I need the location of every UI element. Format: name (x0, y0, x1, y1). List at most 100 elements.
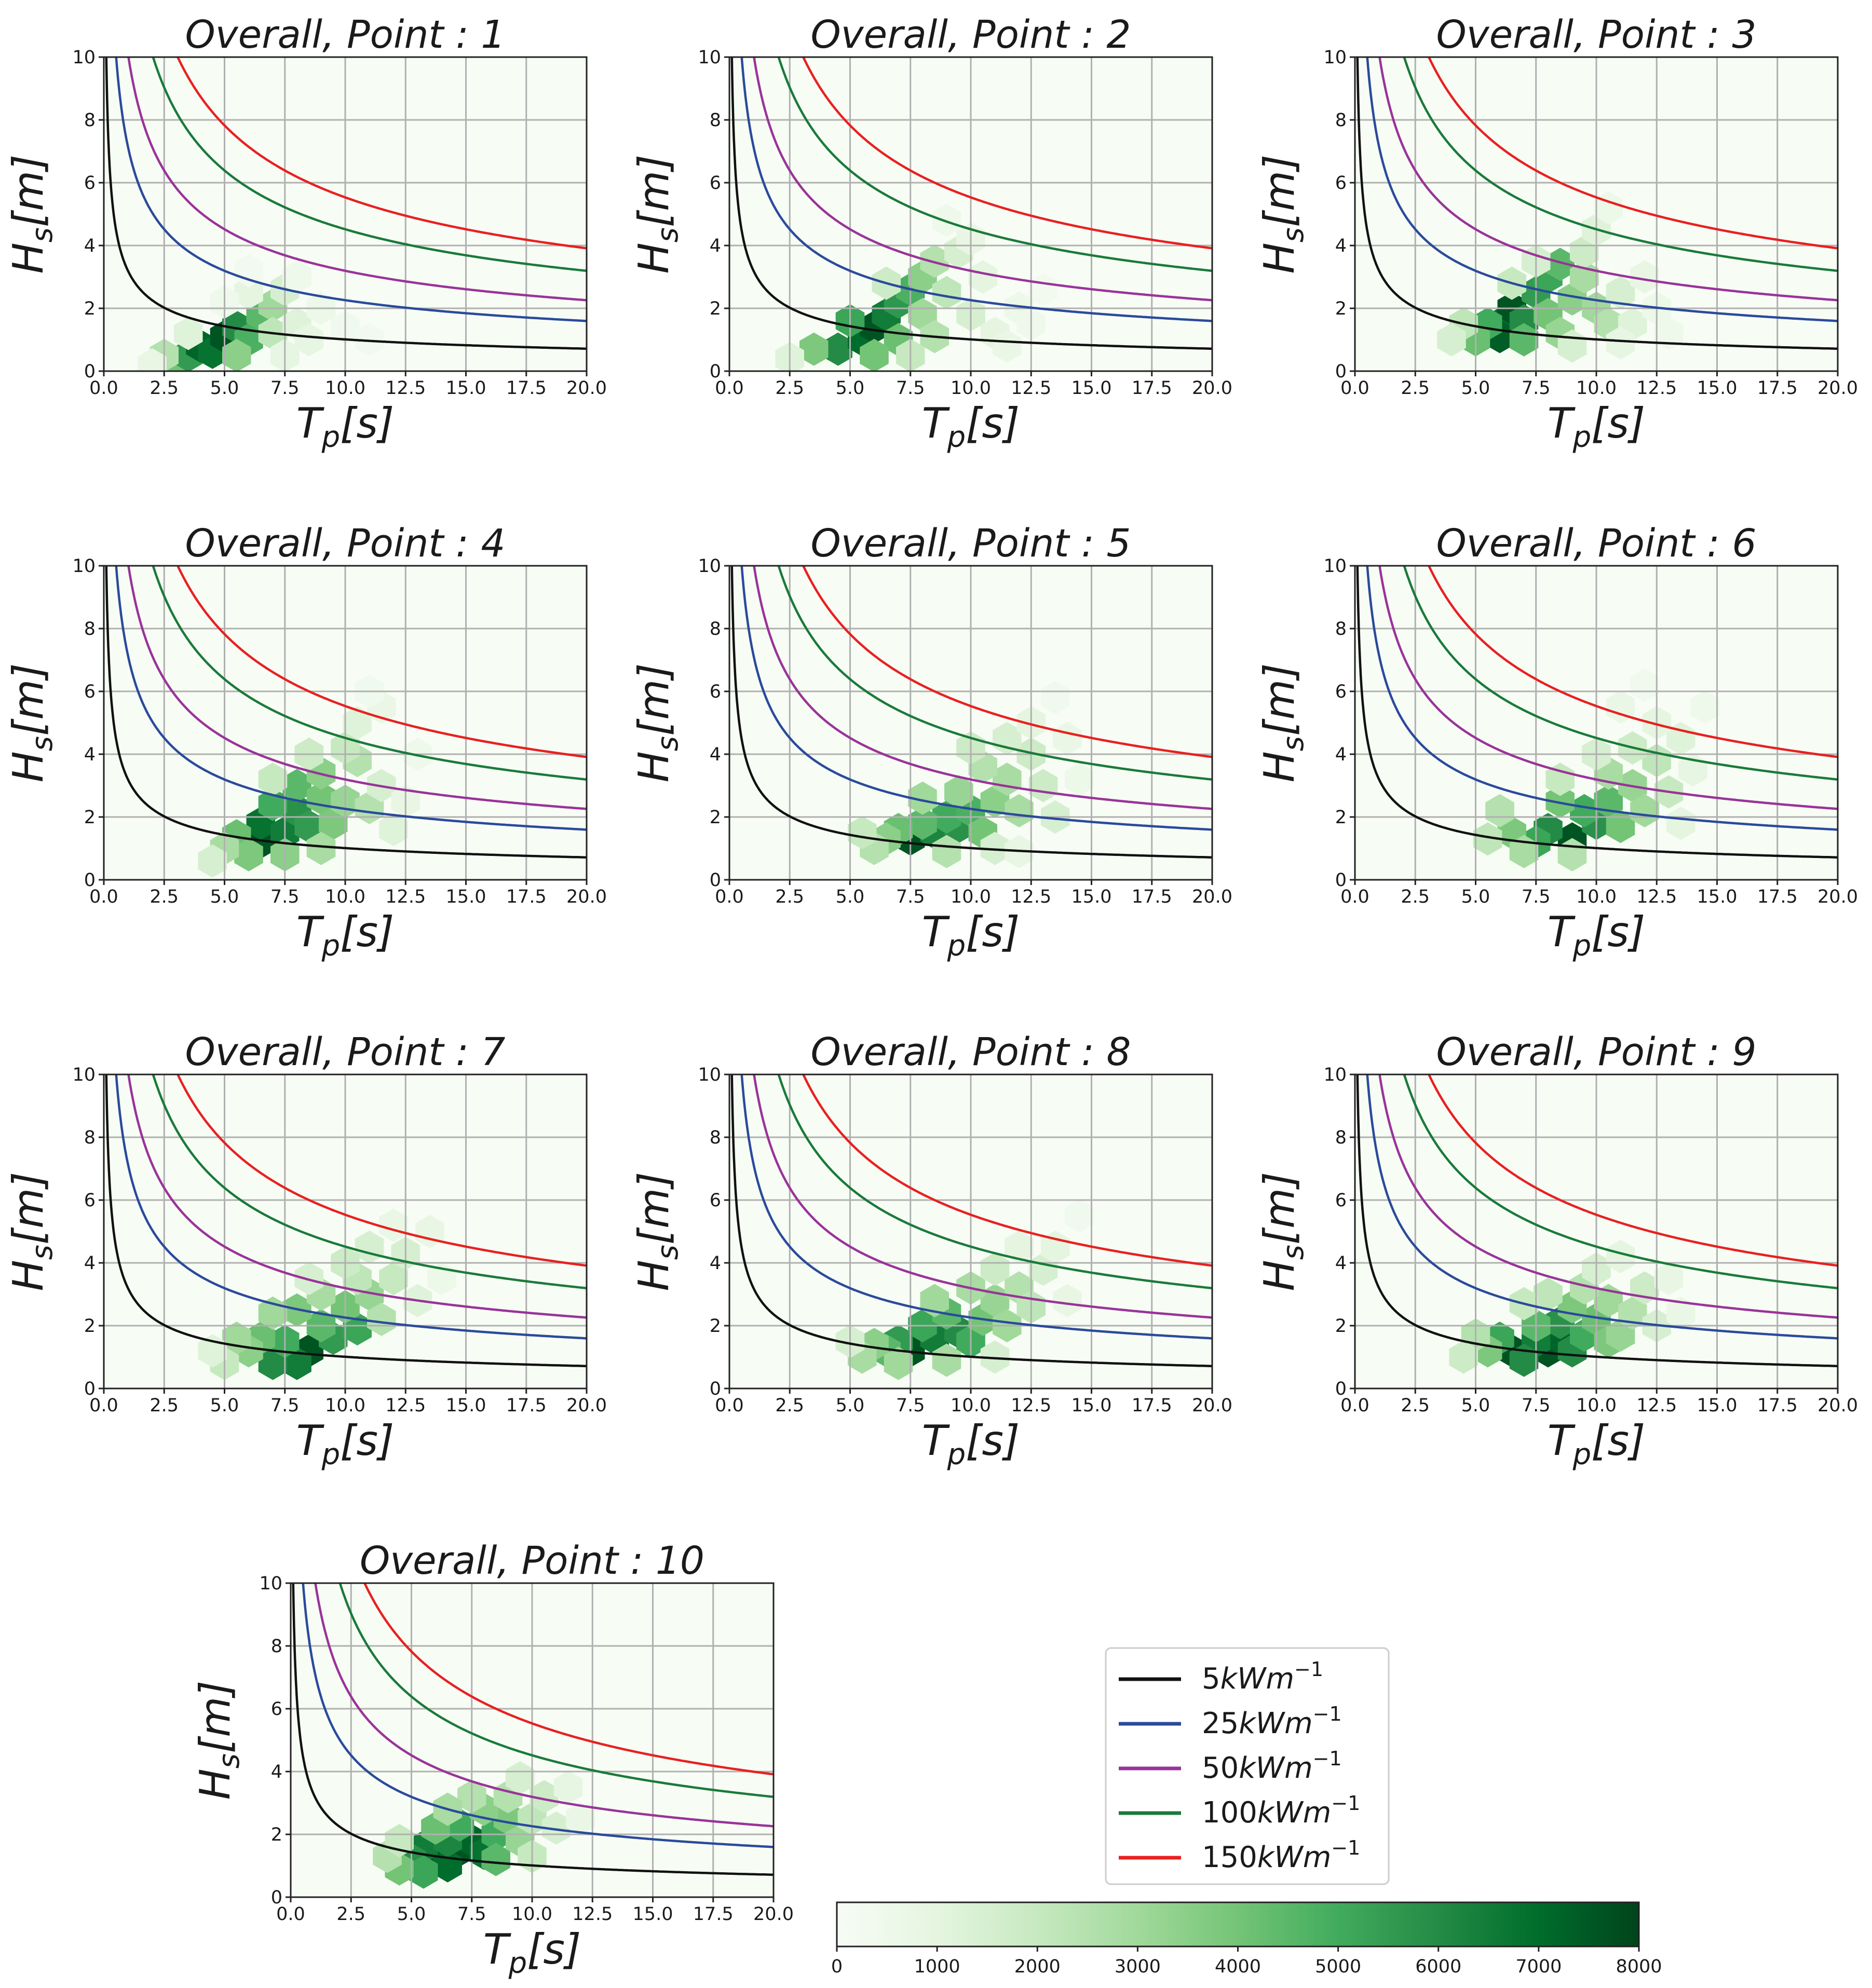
isoline-5kW (105, 1074, 587, 1368)
isoline-150kW (363, 1583, 774, 1776)
isoline-layer (730, 566, 1212, 859)
x-tick-label: 7.5 (1522, 378, 1551, 399)
isoline-50kW (127, 57, 587, 302)
x-tick-label: 12.5 (572, 1904, 613, 1925)
y-label-subscript: s (25, 736, 59, 751)
hexbin-cell (234, 838, 263, 872)
subplot-title: Overall, Point : 3 (1436, 12, 1757, 57)
x-tick-label: 0.0 (715, 1395, 744, 1416)
x-tick-label: 10.0 (1576, 887, 1617, 907)
x-tick-label: 5.0 (836, 1395, 865, 1416)
x-tick-label: 17.5 (1132, 887, 1172, 907)
isoline-5kW (1356, 1074, 1838, 1368)
x-axis-label: Tp[s] (922, 908, 1020, 963)
hexbin-cell (1654, 317, 1684, 350)
x-tick-label: 2.5 (150, 1395, 179, 1416)
hexbin-cell (138, 348, 167, 371)
x-axis-label: Tp[s] (296, 908, 395, 963)
y-axis-label: Hs[m] (191, 1681, 246, 1800)
x-tick-label: 5.0 (397, 1904, 426, 1925)
hexbin-cell (1606, 276, 1635, 309)
x-tick-label: 0.0 (1340, 1395, 1369, 1416)
x-tick-label: 5.0 (1461, 1395, 1490, 1416)
hexbin-cell (1005, 794, 1034, 827)
x-label-unit: [s] (527, 1925, 581, 1973)
x-label-unit: [s] (966, 1417, 1020, 1465)
legend-value: 150 (1202, 1841, 1257, 1874)
x-label-unit: [s] (340, 1417, 394, 1465)
hexbin-cell (1630, 668, 1659, 702)
y-label-subscript: s (1277, 1245, 1310, 1260)
x-tick-label: 15.0 (1071, 378, 1112, 399)
hexbin-cell (294, 323, 323, 357)
y-tick-label: 2 (84, 807, 96, 828)
legend-label-5: 5kWm−1 (1202, 1658, 1323, 1696)
x-axis-label: Tp[s] (922, 1417, 1020, 1472)
hexbin-cell (1630, 794, 1659, 827)
y-tick-label: 8 (84, 110, 96, 131)
isoline-layer (105, 1074, 587, 1368)
x-tick-label: 17.5 (1757, 378, 1798, 399)
y-tick-label: 4 (1335, 1253, 1347, 1274)
hexbin-cell (367, 1302, 396, 1336)
y-tick-label: 8 (710, 1127, 721, 1148)
y-tick-label: 10 (698, 1065, 721, 1085)
legend-value: 25 (1202, 1707, 1239, 1740)
isoline-5kW (730, 566, 1212, 859)
y-label-base: H (1255, 242, 1304, 274)
x-tick-label: 5.0 (210, 1395, 239, 1416)
y-tick-label: 2 (710, 807, 721, 828)
y-tick-label: 10 (698, 556, 721, 577)
x-tick-label: 2.5 (150, 887, 179, 907)
isoline-150kW (176, 1074, 587, 1267)
x-label-subscript: p (321, 420, 341, 454)
hexbin-cell (968, 260, 997, 294)
x-tick-label: 15.0 (1697, 1395, 1738, 1416)
y-label-base: H (1255, 1260, 1304, 1291)
isoline-50kW (1378, 1074, 1838, 1319)
x-tick-label: 12.5 (1636, 1395, 1677, 1416)
x-tick-label: 7.5 (896, 378, 925, 399)
hexbin-cell (1065, 762, 1094, 796)
isoline-25kW (115, 1074, 587, 1340)
colorbar-tick-label: 7000 (1515, 1956, 1562, 1977)
x-tick-label: 17.5 (506, 1395, 547, 1416)
isoline-150kW (176, 57, 587, 250)
x-tick-label: 0.0 (715, 887, 744, 907)
x-tick-label: 7.5 (457, 1904, 486, 1925)
x-label-subscript: p (947, 1438, 966, 1472)
y-label-base: H (4, 751, 52, 782)
x-tick-label: 12.5 (1636, 378, 1677, 399)
x-label-unit: [s] (1591, 399, 1645, 447)
legend-label-50: 50kWm−1 (1202, 1747, 1342, 1785)
subplot-1: 0.0 2.5 5.0 7.5 10.0 12.5 15.0 17.5 20.0 0 2 4 6 8 10 O… (4, 12, 607, 454)
subplot-grid: 0.0 2.5 5.0 7.5 10.0 12.5 15.0 17.5 2 0.0 0 2 4 6 8 10 O… (4, 12, 1858, 1980)
y-tick-label: 0 (1335, 361, 1347, 382)
x-tick-label: 12.5 (1011, 378, 1051, 399)
subplot-title: Overall, Point : 9 (1436, 1030, 1757, 1074)
y-axis-label: Hs[m] (1255, 663, 1310, 783)
colorbar-tick-label: 3000 (1115, 1956, 1161, 1977)
hexbin-cell (481, 1843, 510, 1876)
y-tick-label: 10 (72, 1065, 96, 1085)
x-tick-label: 15.0 (1071, 1395, 1112, 1416)
hexbin-cell (379, 1262, 408, 1296)
y-label-unit: [m] (1255, 663, 1304, 736)
hexbin-cell (1053, 1284, 1082, 1317)
x-tick-label: 2.5 (775, 378, 804, 399)
hexbin-cell (1666, 807, 1695, 840)
subplot-4: 0.0 2.5 5.0 7.5 10.0 12.5 15.0 17.5 20.0 0 2 4 6 8 10 O… (4, 521, 607, 963)
colorbar-tick-label: 4000 (1215, 1956, 1261, 1977)
legend-unit-exponent: −1 (1313, 1747, 1342, 1770)
isoline-50kW (127, 566, 587, 810)
y-axis-label: Hs[m] (630, 1172, 685, 1291)
x-label-subscript: p (1572, 929, 1592, 963)
hexbin-cell (848, 816, 877, 850)
y-tick-label: 10 (72, 47, 96, 68)
x-tick-label: 10.0 (325, 1395, 365, 1416)
y-axis-label: Hs[m] (4, 663, 59, 783)
isoline-5kW (730, 57, 1212, 350)
y-tick-label: 6 (84, 1190, 96, 1211)
x-tick-label: 2.5 (1401, 378, 1430, 399)
subplot-title: Overall, Point : 2 (811, 12, 1131, 57)
